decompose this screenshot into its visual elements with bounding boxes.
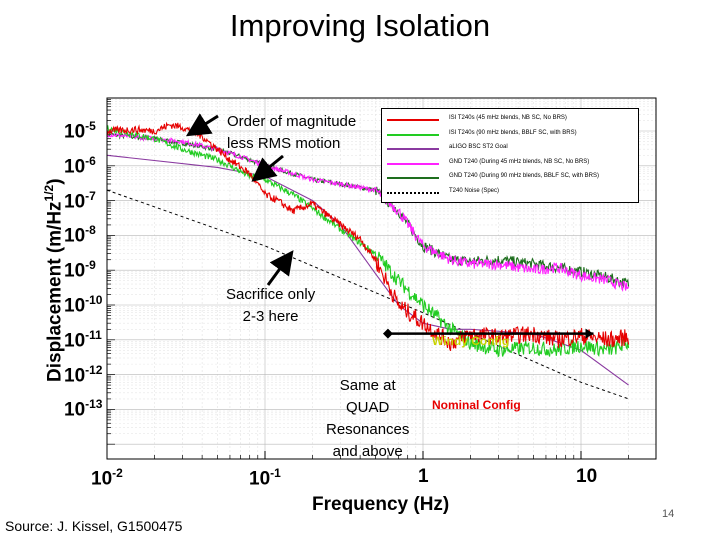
legend-label: GND T240 (During 45 mHz blends, NB SC, N…	[449, 158, 590, 165]
page-number: 14	[662, 508, 675, 520]
legend-label: T240 Noise (Spec)	[449, 187, 500, 194]
legend-label: aLIGO BSC ST2 Goal	[449, 144, 508, 150]
y-tick-label: 10-7	[64, 188, 96, 212]
y-axis-label: Displacement (m/Hz1/2)	[42, 178, 66, 382]
legend-label: ISI T240s (45 mHz blends, NB SC, No BRS)	[449, 115, 567, 121]
legend-swatch	[387, 148, 439, 150]
legend-label: GND T240 (During 90 mHz blends, BBLF SC,…	[449, 173, 599, 179]
y-tick-label: 10-5	[64, 119, 96, 143]
nominal-config-label: Nominal Config	[432, 398, 521, 412]
x-tick-label: 10-1	[249, 466, 281, 490]
legend-swatch	[387, 119, 439, 121]
legend-swatch	[387, 133, 439, 136]
legend-item-isi-45: ISI T240s (45 mHz blends, NB SC, No BRS)	[385, 113, 635, 127]
annotation-sacrifice: Sacrifice only 2-3 here	[226, 286, 316, 325]
legend-item-gnd-45: GND T240 (During 45 mHz blends, NB SC, N…	[385, 157, 635, 171]
source-citation: Source: J. Kissel, G1500475	[5, 518, 183, 534]
y-tick-label: 10-9	[64, 258, 96, 282]
arrow-sacrifice	[266, 250, 294, 286]
x-tick-label: 1	[418, 466, 429, 487]
y-tick-label: 10-8	[64, 223, 96, 247]
y-tick-label: 10-6	[64, 153, 96, 178]
legend-label: ISI T240s (90 mHz blends, BBLF SC, with …	[449, 129, 577, 136]
arrow-order-left	[185, 113, 219, 137]
annotation-same-at-quad: Same at QUAD Resonances and above	[326, 377, 410, 460]
config-span-start-marker	[382, 328, 393, 339]
x-axis-label: Frequency (Hz)	[312, 494, 450, 515]
windy-config-label: Windy Config	[432, 334, 510, 348]
legend-item-gnd-90: GND T240 (During 90 mHz blends, BBLF SC,…	[385, 171, 635, 185]
y-tick-label: 10-13	[64, 397, 103, 421]
legend-item-isi-90: ISI T240s (90 mHz blends, BBLF SC, with …	[385, 128, 635, 142]
legend-item-noise: T240 Noise (Spec)	[385, 186, 635, 200]
slide-title: Improving Isolation	[229, 8, 491, 43]
y-tick-label: 10-11	[64, 327, 102, 352]
arrow-order-right	[251, 154, 284, 182]
legend-item-goal: aLIGO BSC ST2 Goal	[385, 142, 635, 156]
series-line-isi-90	[106, 125, 630, 358]
series-line-noise	[106, 189, 629, 400]
x-tick-label: 10-2	[91, 466, 123, 490]
annotation-order-of-magnitude: Order of magnitude less RMS motion	[227, 113, 357, 152]
x-tick-label: 10	[576, 466, 598, 487]
chart-legend: ISI T240s (45 mHz blends, NB SC, No BRS)…	[381, 108, 639, 203]
series-line-gnd-45	[106, 132, 630, 292]
legend-swatch	[387, 177, 439, 179]
y-tick-label: 10-12	[64, 362, 103, 386]
y-tick-label: 10-10	[64, 293, 103, 317]
config-span-end-marker	[585, 328, 594, 339]
legend-swatch	[387, 162, 439, 165]
legend-swatch	[387, 191, 439, 194]
